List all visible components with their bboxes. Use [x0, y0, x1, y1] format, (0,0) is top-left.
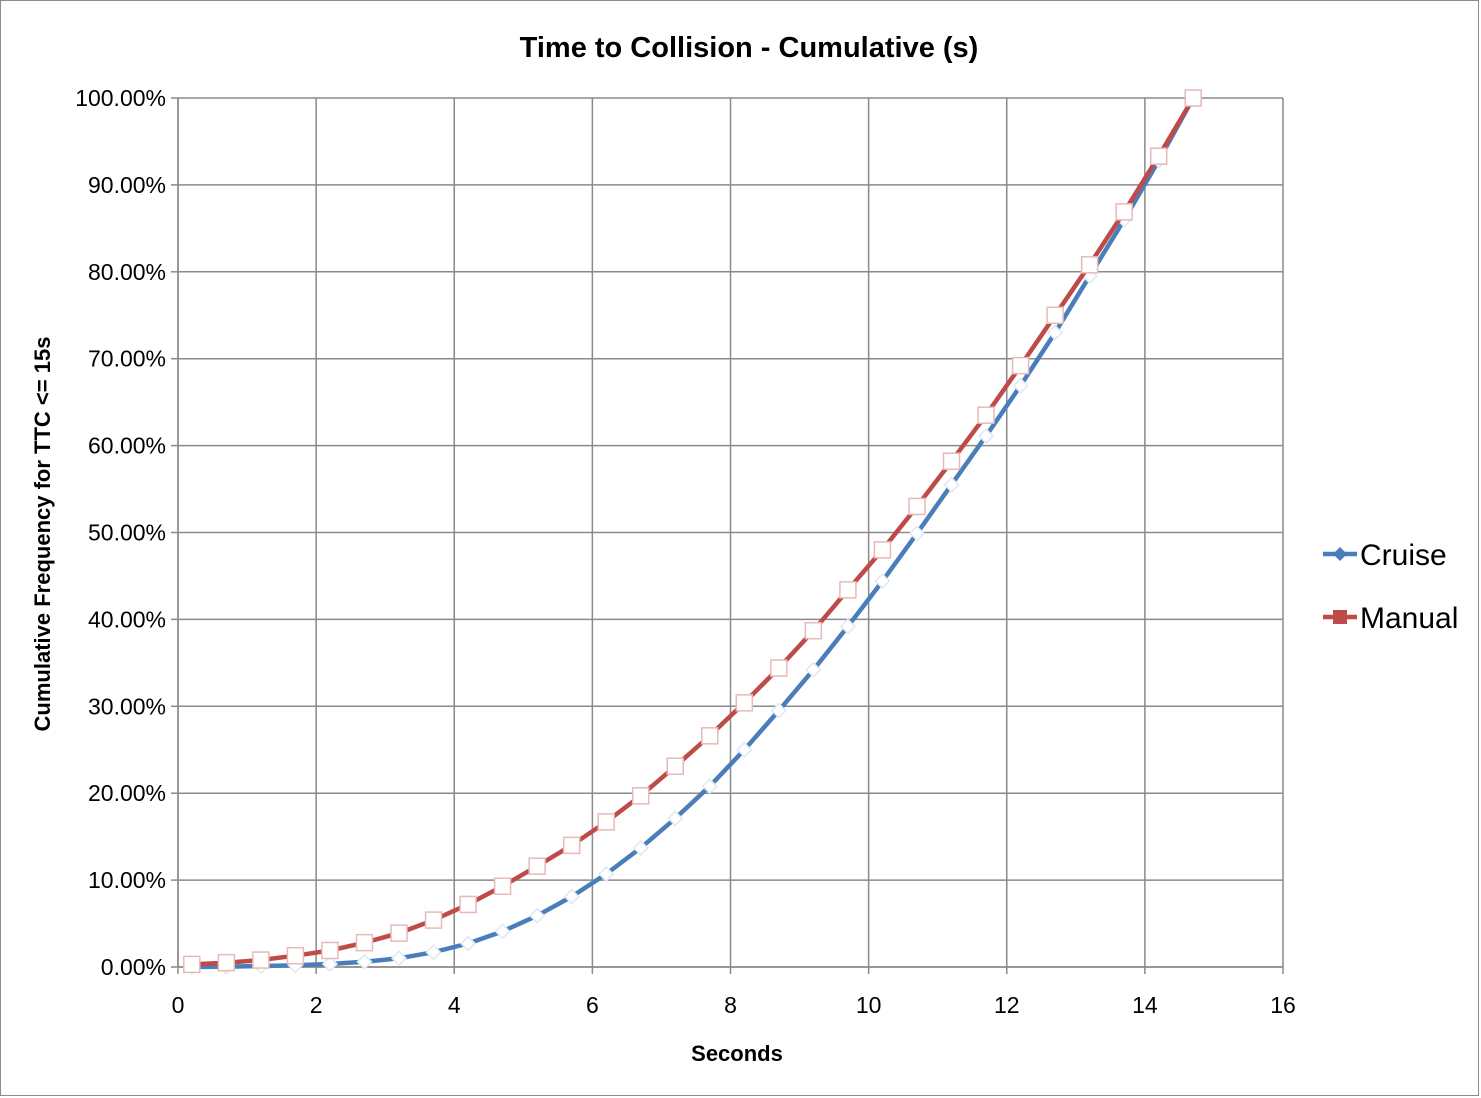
cruise-point [805, 661, 822, 678]
y-tick-labels: 0.00% 10.00% 20.00% 30.00% 40.00% 50.00% 60.00… [75, 85, 166, 980]
cruise-point [943, 476, 960, 493]
cruise-point [770, 702, 787, 719]
manual-point [597, 813, 615, 831]
manual-point [1046, 306, 1064, 324]
chart-title: Time to Collision - Cumulative (s) [520, 32, 979, 64]
manual-point [217, 953, 236, 972]
cruise-point [390, 950, 408, 967]
manual-point [1149, 147, 1168, 165]
manual-point [355, 933, 374, 952]
manual-line [189, 95, 1196, 967]
x-tick-label: 6 [586, 992, 599, 1018]
manual-point [390, 924, 408, 942]
cruise-point [494, 923, 511, 940]
cruise-point [598, 865, 615, 883]
manual-point [528, 857, 546, 875]
manual-point [459, 895, 477, 914]
legend: Cruise Manual [1323, 539, 1458, 635]
manual-point [839, 581, 857, 599]
cruise-point [563, 888, 580, 905]
manual-point [252, 951, 270, 969]
legend-label-cruise: Cruise [1360, 539, 1447, 572]
x-tick-labels: 0 2 4 6 8 10 12 14 16 [172, 992, 1296, 1018]
manual-point [562, 836, 581, 855]
cruise-point [425, 944, 442, 961]
legend-label-manual: Manual [1360, 602, 1458, 635]
x-tick-label: 10 [856, 992, 882, 1018]
series-manual [183, 89, 1202, 974]
cruise-point [321, 955, 338, 973]
y-tick-label: 60.00% [88, 433, 166, 459]
cruise-point [908, 525, 926, 542]
cruise-point [701, 778, 718, 795]
series-lines [183, 89, 1202, 976]
legend-square-marker [1333, 610, 1347, 624]
cruise-point [529, 907, 546, 924]
y-tick-label: 10.00% [88, 867, 166, 893]
manual-point [321, 941, 339, 960]
x-tick-label: 4 [448, 992, 461, 1018]
manual-point [493, 877, 512, 895]
manual-point [631, 787, 650, 805]
y-tick-label: 80.00% [88, 259, 166, 285]
legend-item-manual: Manual [1323, 602, 1458, 635]
y-axis-title: Cumulative Frequency for TTC <= 15s [30, 337, 55, 732]
manual-point [804, 621, 823, 640]
manual-point [1011, 356, 1030, 375]
cruise-point [874, 573, 891, 590]
manual-point [666, 757, 684, 776]
legend-item-cruise: Cruise [1323, 539, 1447, 572]
y-tick-label: 50.00% [88, 520, 166, 546]
x-tick-label: 0 [172, 992, 185, 1018]
legend-diamond-marker [1333, 547, 1347, 561]
manual-point [701, 727, 719, 745]
manual-point [908, 497, 926, 516]
manual-point [873, 541, 892, 559]
manual-point [1080, 256, 1099, 274]
y-tick-label: 40.00% [88, 606, 166, 632]
y-tick-label: 30.00% [88, 693, 166, 719]
cruise-point [460, 935, 477, 952]
cruise-point [736, 741, 753, 758]
y-tick-label: 100.00% [75, 85, 166, 111]
x-tick-label: 16 [1270, 992, 1296, 1018]
y-tick-label: 20.00% [88, 780, 166, 806]
x-tick-label: 2 [310, 992, 323, 1018]
cruise-point [1012, 377, 1029, 394]
manual-point [770, 659, 788, 677]
x-tick-label: 14 [1132, 992, 1158, 1018]
manual-point [942, 452, 961, 470]
manual-point [1115, 203, 1133, 221]
manual-point [424, 911, 443, 929]
y-tick-label: 90.00% [88, 172, 166, 198]
cruise-point [1047, 324, 1064, 341]
manual-point [183, 955, 201, 974]
x-tick-label: 8 [724, 992, 737, 1018]
manual-point [977, 406, 995, 424]
cruise-point [667, 810, 684, 827]
manual-point [1184, 89, 1202, 107]
y-tick-label: 70.00% [88, 346, 166, 372]
x-tick-label: 12 [994, 992, 1020, 1018]
manual-point [735, 694, 754, 712]
manual-point [286, 946, 305, 965]
cruise-point [632, 839, 649, 857]
x-axis-title: Seconds [691, 1041, 783, 1066]
cruise-point [356, 953, 373, 970]
cruise-point [839, 618, 856, 635]
cruise-point [977, 427, 995, 445]
y-tick-label: 0.00% [101, 954, 166, 980]
